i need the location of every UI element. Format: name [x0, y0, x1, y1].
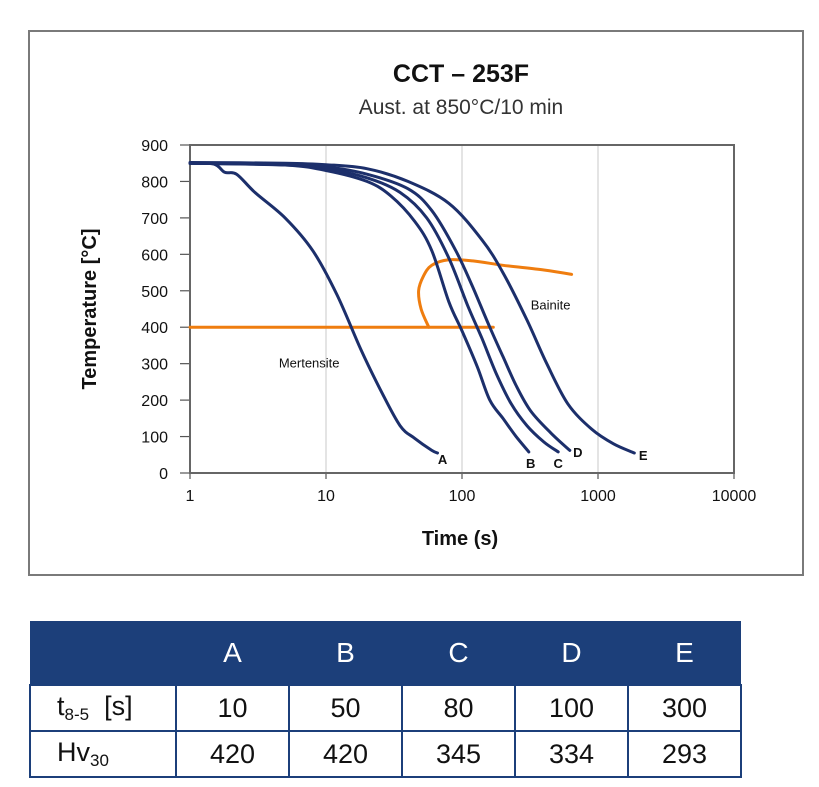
y-tick-label: 900	[141, 138, 168, 155]
annotation-label: B	[526, 456, 535, 471]
y-tick-label: 800	[141, 174, 168, 191]
table-cell: 293	[627, 730, 742, 778]
y-tick-label: 500	[141, 284, 168, 301]
annotation-label: A	[438, 452, 448, 467]
y-tick-label: 100	[141, 430, 168, 447]
table-cell: 334	[514, 730, 629, 778]
x-tick-label: 10	[317, 488, 335, 505]
annotation-layer: Bainite Mertensite A B CD E	[279, 297, 648, 470]
chart-subtitle: Aust. at 850°C/10 min	[359, 96, 564, 119]
annotation-label: C	[554, 456, 564, 471]
table-cell: 300	[627, 684, 742, 732]
table-cell: 420	[175, 730, 290, 778]
row-label: Hv30	[29, 730, 177, 778]
cooling-curve-e	[188, 161, 636, 455]
table-cell: 10	[175, 684, 290, 732]
column-header: E	[628, 621, 741, 685]
table-cell: 100	[514, 684, 629, 732]
table-cell: 420	[288, 730, 403, 778]
chart-frame: 1 10 100 1000 10000 0 100 200 300 400 500 600 700 800…	[28, 30, 804, 576]
table-cell: 345	[401, 730, 516, 778]
annotation-label: E	[639, 448, 648, 463]
y-tick-label: 600	[141, 247, 168, 264]
x-axis-label: Time (s)	[422, 528, 498, 550]
table-row: t8-5 [s] 10 50 80 100 300	[29, 684, 742, 732]
annotation-label: D	[573, 445, 582, 460]
x-tick-label: 1	[186, 488, 195, 505]
y-tick-label: 0	[159, 466, 168, 483]
table-corner-cell	[30, 621, 176, 685]
table-row: Hv30 420 420 345 334 293	[29, 730, 742, 778]
cooling-curve-d	[188, 161, 572, 452]
cct-chart: 1 10 100 1000 10000 0 100 200 300 400 500 600 700 800…	[79, 60, 756, 550]
axes: 1 10 100 1000 10000 0 100 200 300 400 500 600 700 800…	[141, 138, 756, 505]
column-header: D	[515, 621, 628, 685]
x-tick-label: 100	[449, 488, 476, 505]
table-header-row: A B C D E	[30, 621, 741, 685]
y-tick-label: 200	[141, 393, 168, 410]
y-tick-label: 300	[141, 357, 168, 374]
y-axis-label: Temperature [°C]	[79, 229, 101, 390]
table-cell: 50	[288, 684, 403, 732]
grid	[189, 145, 735, 473]
column-header: B	[289, 621, 402, 685]
results-table: A B C D E t8-5 [s] 10 50 80 100 300 Hv30…	[29, 621, 742, 778]
x-tick-label: 10000	[712, 488, 757, 505]
chart-title: CCT – 253F	[393, 60, 529, 88]
column-header: A	[176, 621, 289, 685]
plot-border	[189, 144, 735, 474]
cooling-curve-c	[188, 161, 560, 454]
table-cell: 80	[401, 684, 516, 732]
annotation-label: Mertensite	[279, 356, 340, 371]
column-header: C	[402, 621, 515, 685]
series-layer	[188, 161, 636, 455]
cooling-curve-b	[188, 161, 531, 454]
x-tick-label: 1000	[580, 488, 616, 505]
row-label: t8-5 [s]	[29, 684, 177, 732]
phase-boundary-line	[417, 258, 574, 329]
cooling-curve-a	[188, 161, 439, 455]
y-tick-label: 400	[141, 320, 168, 337]
annotation-label: Bainite	[531, 297, 571, 312]
y-tick-label: 700	[141, 211, 168, 228]
